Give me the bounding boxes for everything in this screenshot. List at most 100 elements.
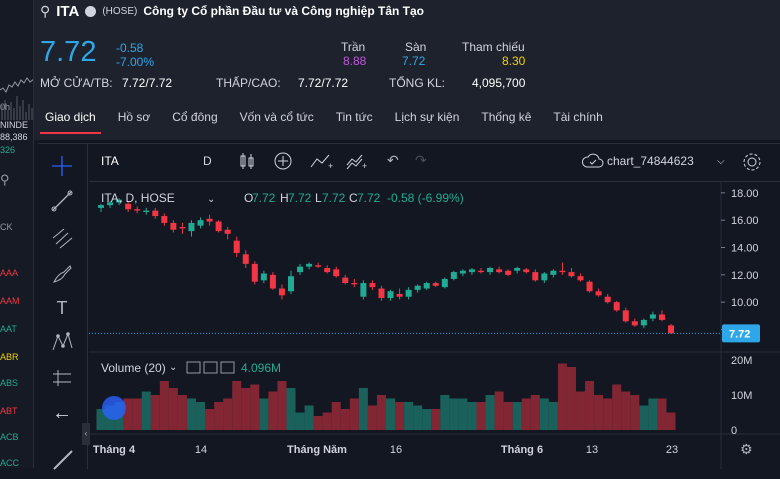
volume-bar [259, 398, 269, 430]
chevron-down-icon[interactable]: ⌵ [717, 156, 725, 167]
floor-value: 7.72 [402, 54, 426, 68]
tab-von-co-tuc[interactable]: Vốn và cổ tức [239, 110, 314, 124]
ruler-icon[interactable] [50, 447, 74, 471]
settings-gear-icon[interactable]: ⚙ [740, 442, 753, 458]
brush-icon[interactable] [50, 262, 74, 286]
volume-legend-label: Volume (20) [101, 361, 166, 375]
volume-bar [422, 409, 432, 430]
price-tag [722, 324, 760, 343]
cloud-icon[interactable] [581, 151, 605, 174]
candle [269, 274, 276, 289]
volume-bar [648, 398, 658, 430]
x-tick-label: Tháng 6 [501, 444, 543, 456]
back-arrow-icon[interactable]: ← [52, 402, 72, 424]
candle [170, 222, 177, 230]
line-tool-icon[interactable] [50, 189, 74, 213]
volume-bar [594, 395, 604, 430]
x-tick-label: Tháng Năm [287, 444, 347, 456]
reference-value: 8.30 [502, 54, 526, 68]
volume-legend-value: 4.096M [241, 361, 281, 375]
tab-ho-so[interactable]: Hồ sơ [117, 110, 151, 124]
volume-bar [241, 388, 251, 430]
candle [188, 222, 195, 232]
strip-symbol[interactable]: ABS [0, 378, 19, 388]
strip-symbol[interactable]: AAT [0, 324, 17, 334]
tab-lich-su-kien[interactable]: Lịch sự kiện [394, 110, 460, 124]
candle [468, 269, 475, 273]
chart-widget: T ← ‹ ITA D + + ↶ ↷ chart_74844 [38, 143, 780, 471]
volume-bar [168, 388, 178, 430]
volume-bar [232, 381, 242, 430]
tab-tai-chinh[interactable]: Tài chính [553, 110, 603, 124]
candle [559, 270, 566, 273]
volume-bar [603, 398, 613, 430]
volume-tick-label: 10M [731, 390, 752, 402]
candle [134, 209, 141, 211]
volume-bar [205, 409, 215, 430]
strip-symbol[interactable]: ACC [0, 458, 20, 468]
strip-symbol[interactable]: ABT [0, 406, 18, 416]
volume-bar [548, 402, 558, 430]
fib-tool-icon[interactable] [50, 226, 74, 250]
templates-icon[interactable]: + [345, 151, 369, 174]
compare-icon[interactable]: + [309, 151, 335, 174]
volume-chevron-icon: ⌄ [169, 362, 177, 373]
redo-icon[interactable]: ↷ [415, 152, 427, 168]
volume-bar [250, 384, 260, 430]
undo-icon[interactable]: ↶ [387, 152, 399, 168]
strip-symbol[interactable]: AAM [0, 296, 20, 306]
y-tick-label: 18.00 [731, 188, 759, 200]
crosshair-icon[interactable] [50, 154, 74, 178]
text-icon[interactable]: T [56, 298, 68, 318]
chart-symbol[interactable]: ITA [101, 154, 119, 168]
ticker-symbol[interactable]: ITA [56, 2, 80, 20]
chart-name[interactable]: chart_74844623 [607, 154, 694, 168]
close-icon [220, 361, 235, 374]
company-name: Công ty Cổ phần Đầu tư và Công nghiệp Tâ… [143, 4, 425, 18]
volume-bar [150, 395, 160, 430]
candle [215, 221, 222, 232]
volume-bar [431, 409, 441, 430]
volume-bar [621, 391, 631, 430]
volume-bar [196, 402, 206, 430]
measure-icon[interactable] [50, 366, 74, 390]
candle [288, 276, 294, 292]
candle [450, 272, 457, 279]
volume-bar [630, 395, 640, 430]
volume-bar [512, 402, 522, 430]
candle [306, 263, 313, 267]
interval-selector[interactable]: D [203, 154, 212, 168]
x-tick-label: 14 [195, 444, 207, 456]
volume-label: TỔNG KL: [389, 76, 446, 90]
volume-bar [177, 395, 187, 430]
pattern-icon[interactable] [50, 330, 74, 354]
y-tick-label: 12.00 [731, 270, 759, 282]
candle [351, 283, 358, 285]
legend-change: -0.58 (-6.99%) [387, 191, 464, 205]
volume-bar [304, 405, 314, 430]
strip-symbol[interactable]: ACB [0, 432, 19, 442]
strip-symbol[interactable]: ABR [0, 352, 19, 362]
collapse-toolbar-button[interactable]: ‹ [82, 423, 90, 445]
strip-symbol[interactable]: AAA [0, 268, 19, 278]
volume-bar [376, 395, 386, 430]
candle [369, 283, 376, 288]
price-chart[interactable]: 18.0016.0014.0012.0010.008.0020M10M07.72… [89, 182, 780, 469]
candle [432, 283, 439, 286]
candle [116, 199, 123, 203]
add-indicator-icon[interactable] [273, 151, 293, 174]
candles-icon[interactable] [239, 151, 255, 174]
candle [107, 202, 114, 206]
volume-bar [404, 402, 414, 430]
legend-l: 7.72 [322, 191, 346, 205]
tab-giao-dich[interactable]: Giao dịch [34, 104, 107, 134]
search-icon[interactable]: ⚲ [0, 172, 10, 187]
search-icon[interactable]: ⚲ [40, 2, 51, 19]
gear-icon[interactable] [741, 151, 763, 176]
candle [342, 277, 349, 284]
volume-bar [386, 398, 396, 430]
tab-thong-ke[interactable]: Thống kê [481, 110, 532, 124]
tab-co-dong[interactable]: Cổ đông [172, 110, 218, 124]
tab-tin-tuc[interactable]: Tin tức [335, 110, 373, 124]
candle [206, 218, 213, 222]
